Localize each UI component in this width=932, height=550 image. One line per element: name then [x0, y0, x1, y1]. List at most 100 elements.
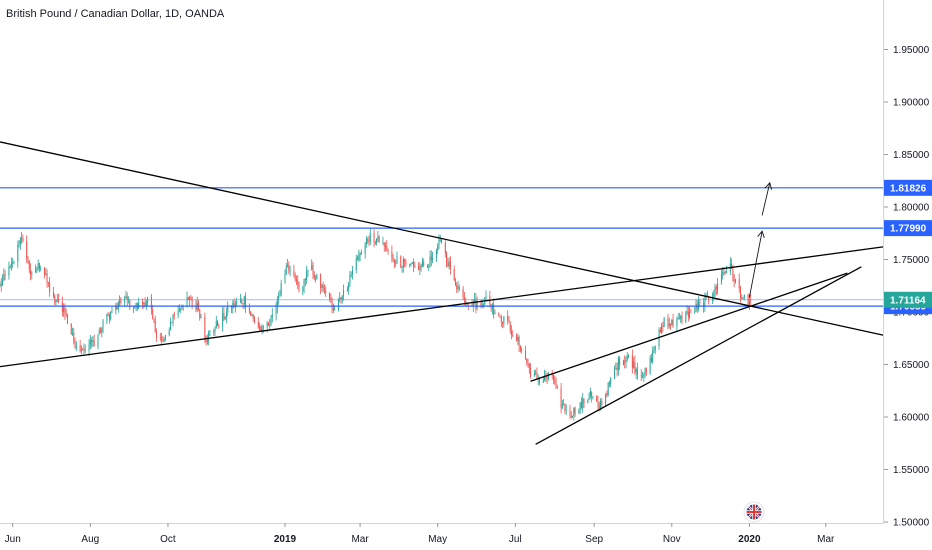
- candle: [404, 258, 406, 268]
- candle: [448, 257, 450, 270]
- candle: [633, 357, 635, 369]
- x-tick-label: Mar: [817, 534, 835, 545]
- candle: [177, 305, 179, 319]
- candle: [358, 249, 360, 263]
- candle: [738, 273, 740, 293]
- candle: [288, 261, 290, 275]
- candle: [269, 319, 271, 330]
- candle: [73, 328, 75, 345]
- candle: [447, 257, 449, 267]
- candle: [606, 390, 608, 398]
- arrow-annotation[interactable]: [761, 181, 773, 216]
- candle: [35, 264, 37, 273]
- candle: [401, 265, 403, 273]
- candle: [654, 345, 656, 355]
- candle: [4, 270, 6, 281]
- candle: [37, 259, 39, 271]
- candle: [17, 240, 19, 268]
- candle: [145, 299, 147, 311]
- candle: [136, 302, 138, 311]
- candle: [499, 315, 501, 318]
- uk-flag-icon[interactable]: [743, 501, 765, 523]
- y-tick-label: 1.85000: [893, 150, 930, 161]
- trendline[interactable]: [0, 141, 884, 336]
- candle: [243, 295, 245, 309]
- candle: [278, 291, 280, 305]
- candle: [645, 367, 647, 376]
- candle: [437, 243, 439, 254]
- candle: [44, 267, 46, 279]
- candle: [307, 269, 309, 277]
- candle: [653, 346, 655, 354]
- candle: [70, 323, 72, 335]
- candle: [19, 236, 21, 250]
- trendline[interactable]: [530, 272, 848, 382]
- candle: [355, 254, 357, 274]
- candle: [262, 325, 264, 333]
- candle: [253, 315, 255, 324]
- candle: [509, 320, 511, 334]
- candle: [552, 373, 554, 385]
- candle: [45, 267, 47, 276]
- candle: [491, 302, 493, 315]
- candle: [475, 292, 477, 314]
- candle: [733, 274, 735, 288]
- candle: [138, 297, 140, 310]
- candle: [677, 313, 679, 320]
- candle: [297, 275, 299, 290]
- candle: [672, 313, 674, 328]
- price-axis[interactable]: 1.950001.900001.850001.800001.750001.700…: [884, 45, 930, 529]
- x-tick-label: Sep: [585, 534, 603, 545]
- candle: [536, 367, 538, 380]
- candle: [580, 397, 582, 410]
- y-tick-label: 1.95000: [893, 45, 930, 56]
- candle: [419, 262, 421, 276]
- candle: [427, 264, 429, 269]
- candle: [462, 286, 464, 301]
- candle: [446, 251, 448, 268]
- candle: [205, 335, 207, 346]
- candle: [391, 245, 393, 263]
- candle: [189, 295, 191, 306]
- candle: [364, 241, 366, 259]
- candle: [56, 294, 58, 303]
- candle: [10, 257, 12, 271]
- price-level-tag: 1.77990: [884, 220, 932, 237]
- candle: [0, 281, 1, 288]
- candle: [337, 298, 339, 312]
- candle: [622, 359, 624, 366]
- trendline[interactable]: [535, 266, 862, 445]
- candle: [248, 303, 250, 314]
- candle: [526, 358, 528, 366]
- candle: [631, 349, 633, 374]
- candle: [161, 332, 163, 345]
- candle: [323, 284, 325, 294]
- candle: [625, 355, 627, 369]
- candle: [209, 330, 211, 336]
- candle: [518, 335, 520, 353]
- candle: [715, 284, 717, 296]
- trendline[interactable]: [0, 246, 884, 368]
- candle: [55, 299, 57, 306]
- x-tick-label: May: [428, 534, 447, 545]
- x-tick-label: Nov: [663, 534, 681, 545]
- candle: [458, 284, 460, 291]
- candle: [222, 306, 224, 332]
- candle: [218, 323, 220, 329]
- time-axis[interactable]: Jun Aug Oct 2019 Mar May Jul Sep Nov 2020 Mar: [5, 523, 835, 545]
- candle: [546, 372, 548, 385]
- candle: [592, 396, 594, 400]
- candle: [741, 294, 743, 300]
- x-tick-label: Jun: [5, 534, 21, 545]
- y-tick-label: 1.55000: [893, 465, 930, 476]
- candle: [155, 328, 157, 342]
- candle: [58, 293, 60, 304]
- candle: [383, 242, 385, 252]
- arrow-annotation[interactable]: [748, 230, 765, 298]
- candle: [117, 300, 119, 313]
- candle: [171, 322, 173, 324]
- candle: [190, 294, 192, 301]
